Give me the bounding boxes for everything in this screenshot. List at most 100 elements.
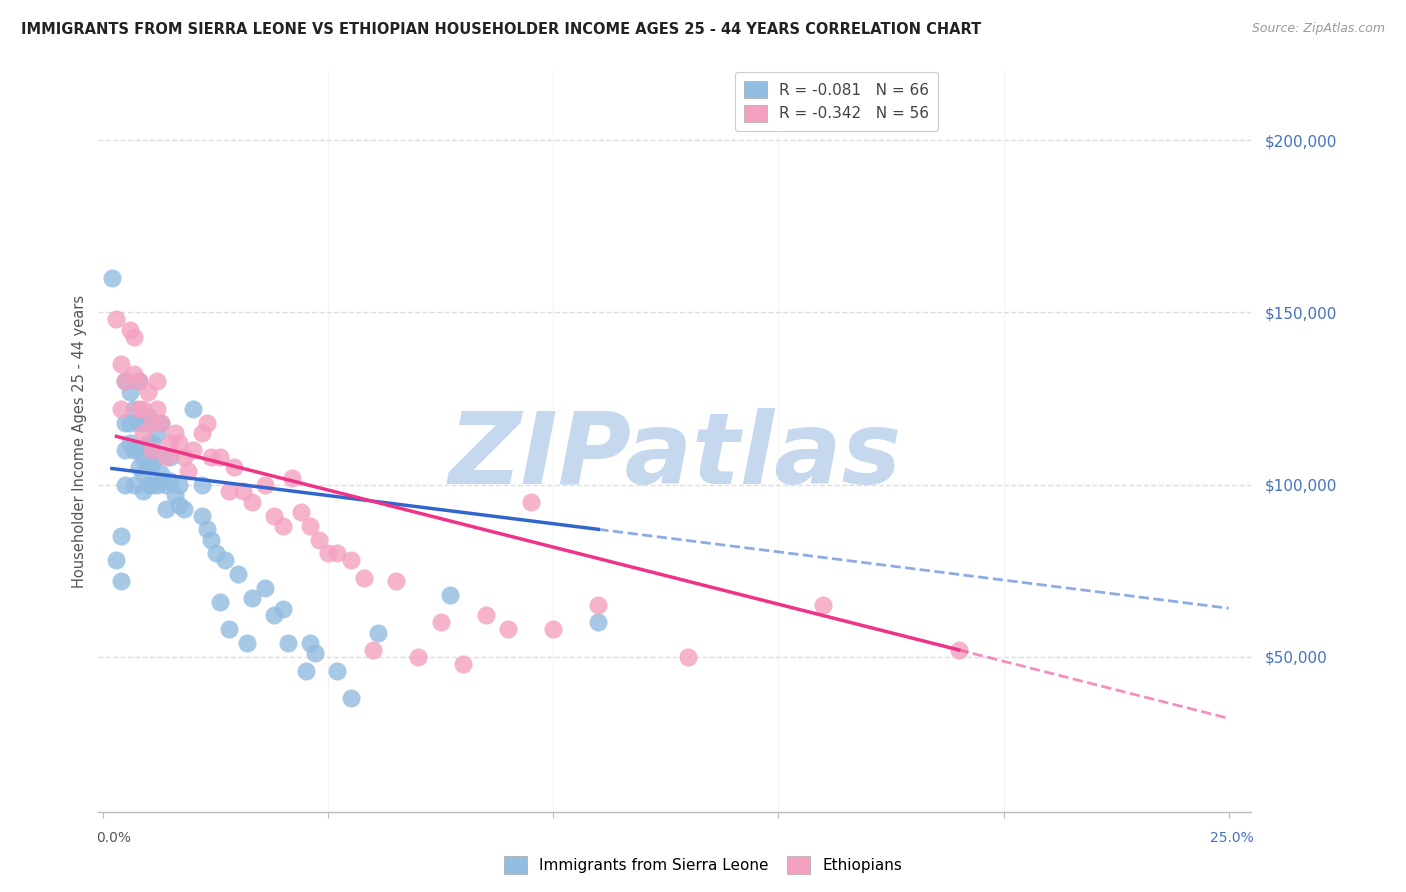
Point [169, 436, 191, 450]
Point [588, 615, 610, 630]
Point [150, 467, 173, 482]
Point [118, 384, 141, 399]
Point [451, 657, 474, 671]
Point [159, 450, 181, 464]
Point [128, 374, 150, 388]
Point [136, 436, 159, 450]
Point [128, 401, 150, 416]
Point [204, 546, 226, 560]
Point [128, 416, 150, 430]
Point [214, 553, 236, 567]
Point [326, 546, 349, 560]
Point [254, 477, 277, 491]
Point [128, 460, 150, 475]
Point [496, 622, 519, 636]
Point [124, 368, 146, 382]
Point [218, 622, 240, 636]
Point [200, 450, 222, 464]
Point [146, 450, 169, 464]
Point [110, 357, 132, 371]
Point [146, 477, 169, 491]
Point [124, 477, 146, 491]
Point [136, 409, 159, 423]
Point [406, 649, 429, 664]
Point [240, 591, 263, 606]
Point [195, 416, 218, 430]
Text: IMMIGRANTS FROM SIERRA LEONE VS ETHIOPIAN HOUSEHOLDER INCOME AGES 25 - 44 YEARS : IMMIGRANTS FROM SIERRA LEONE VS ETHIOPIA… [21, 22, 981, 37]
Point [281, 471, 304, 485]
Point [132, 416, 155, 430]
Point [299, 636, 322, 650]
Point [118, 323, 141, 337]
Point [169, 498, 191, 512]
Point [208, 450, 231, 464]
Text: 25.0%: 25.0% [1211, 831, 1254, 846]
Point [105, 553, 128, 567]
Point [222, 460, 245, 475]
Point [114, 443, 136, 458]
Point [150, 416, 173, 430]
Text: 0.0%: 0.0% [96, 831, 131, 846]
Point [132, 450, 155, 464]
Point [218, 484, 240, 499]
Point [339, 691, 361, 706]
Point [948, 643, 970, 657]
Point [118, 436, 141, 450]
Point [177, 464, 200, 478]
Point [191, 425, 214, 440]
Point [155, 450, 177, 464]
Point [263, 508, 285, 523]
Point [520, 495, 543, 509]
Point [191, 477, 214, 491]
Point [136, 457, 159, 471]
Legend: Immigrants from Sierra Leone, Ethiopians: Immigrants from Sierra Leone, Ethiopians [498, 850, 908, 880]
Point [191, 508, 214, 523]
Point [543, 622, 565, 636]
Point [141, 416, 163, 430]
Point [155, 477, 177, 491]
Point [678, 649, 700, 664]
Point [128, 443, 150, 458]
Point [271, 519, 294, 533]
Point [124, 401, 146, 416]
Point [163, 425, 186, 440]
Point [114, 477, 136, 491]
Point [132, 425, 155, 440]
Point [316, 546, 339, 560]
Point [271, 601, 294, 615]
Point [124, 329, 146, 343]
Point [439, 588, 461, 602]
Point [110, 529, 132, 543]
Point [159, 436, 181, 450]
Point [277, 636, 299, 650]
Text: Source: ZipAtlas.com: Source: ZipAtlas.com [1251, 22, 1385, 36]
Point [254, 581, 277, 595]
Point [813, 598, 835, 612]
Point [136, 477, 159, 491]
Point [208, 595, 231, 609]
Point [132, 401, 155, 416]
Point [146, 425, 169, 440]
Point [136, 384, 159, 399]
Point [290, 505, 312, 519]
Point [141, 477, 163, 491]
Point [195, 522, 218, 536]
Point [299, 519, 322, 533]
Point [169, 477, 191, 491]
Point [304, 646, 326, 660]
Point [146, 401, 169, 416]
Point [118, 416, 141, 430]
Point [159, 474, 181, 488]
Point [101, 271, 124, 285]
Point [474, 608, 496, 623]
Point [353, 570, 375, 584]
Point [110, 401, 132, 416]
Point [114, 416, 136, 430]
Point [132, 484, 155, 499]
Point [141, 436, 163, 450]
Point [114, 374, 136, 388]
Point [367, 625, 389, 640]
Point [132, 467, 155, 482]
Point [141, 443, 163, 458]
Point [294, 664, 316, 678]
